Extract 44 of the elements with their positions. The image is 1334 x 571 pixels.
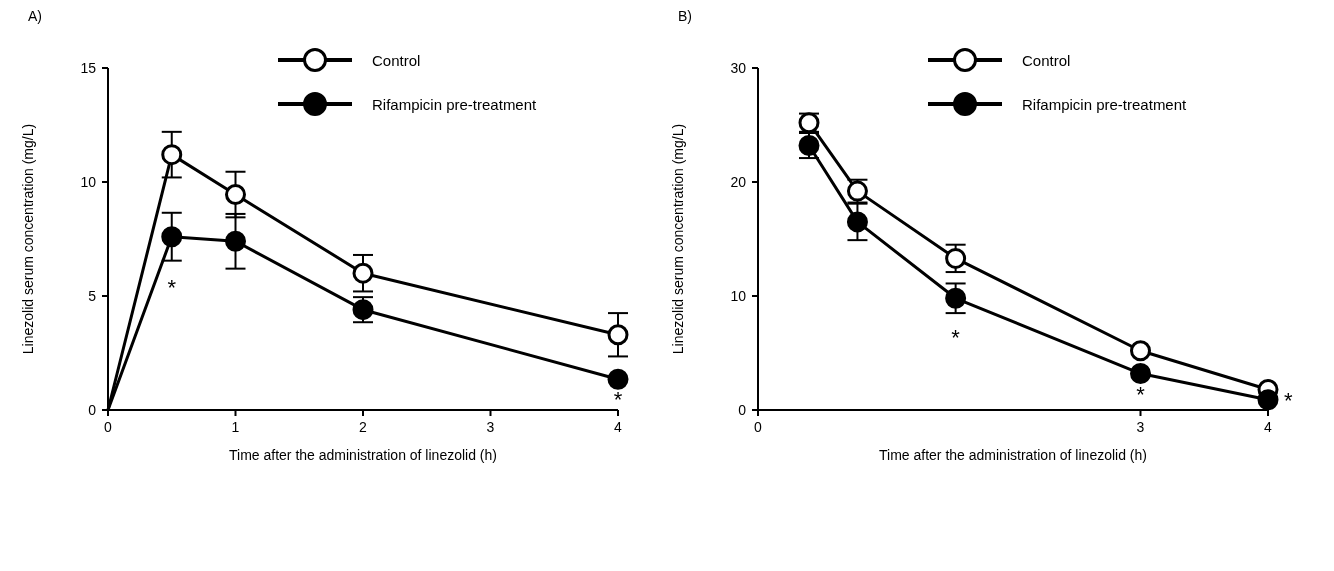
y-tick-label: 10 — [80, 173, 97, 190]
point — [161, 144, 183, 166]
x-tick-label: 4 — [1264, 418, 1273, 435]
x-tick-label: 3 — [1136, 418, 1145, 435]
point — [161, 226, 183, 248]
chart-title: A) — [28, 8, 42, 24]
y-tick-label: 0 — [738, 401, 747, 418]
x-tick-label: 0 — [754, 418, 763, 435]
point — [1130, 363, 1151, 385]
legend-label: Control — [372, 51, 421, 69]
point — [846, 211, 868, 233]
x-tick-label: 0 — [104, 418, 113, 435]
x-axis-title: Time after the administration of linezolid (h) — [879, 446, 1147, 463]
x-tick-label: 1 — [231, 418, 240, 435]
x-tick-label: 2 — [359, 418, 368, 435]
y-tick-label: 15 — [80, 59, 97, 76]
legend-label: Rifampicin pre-treatment — [1022, 95, 1187, 113]
y-axis-title: Linezolid serum concentration (mg/L) — [669, 123, 686, 355]
annotation: * — [167, 274, 177, 300]
chart-title: B) — [678, 8, 692, 24]
point — [225, 230, 246, 252]
y-tick-label: 30 — [730, 59, 747, 76]
y-tick-label: 20 — [730, 173, 747, 190]
y-axis-title: Linezolid serum concentration (mg/L) — [19, 123, 36, 355]
x-tick-label: 4 — [614, 418, 623, 435]
point — [352, 262, 374, 284]
annotation: * — [613, 387, 623, 413]
annotation: * — [1284, 387, 1293, 413]
point — [225, 184, 246, 206]
point — [945, 287, 967, 309]
point — [1257, 389, 1279, 411]
point — [945, 247, 967, 269]
legend-label: Rifampicin pre-treatment — [372, 95, 537, 113]
annotation: * — [951, 324, 961, 350]
y-tick-label: 5 — [88, 287, 97, 304]
y-tick-label: 0 — [88, 401, 97, 418]
x-tick-label: 3 — [486, 418, 495, 435]
annotation: * — [1136, 381, 1146, 407]
point — [607, 368, 629, 390]
legend-label: Control — [1022, 51, 1071, 69]
x-axis-title: Time after the administration of linezolid (h) — [229, 446, 497, 463]
point — [1130, 340, 1151, 362]
y-tick-label: 10 — [730, 287, 747, 304]
point — [607, 324, 629, 346]
